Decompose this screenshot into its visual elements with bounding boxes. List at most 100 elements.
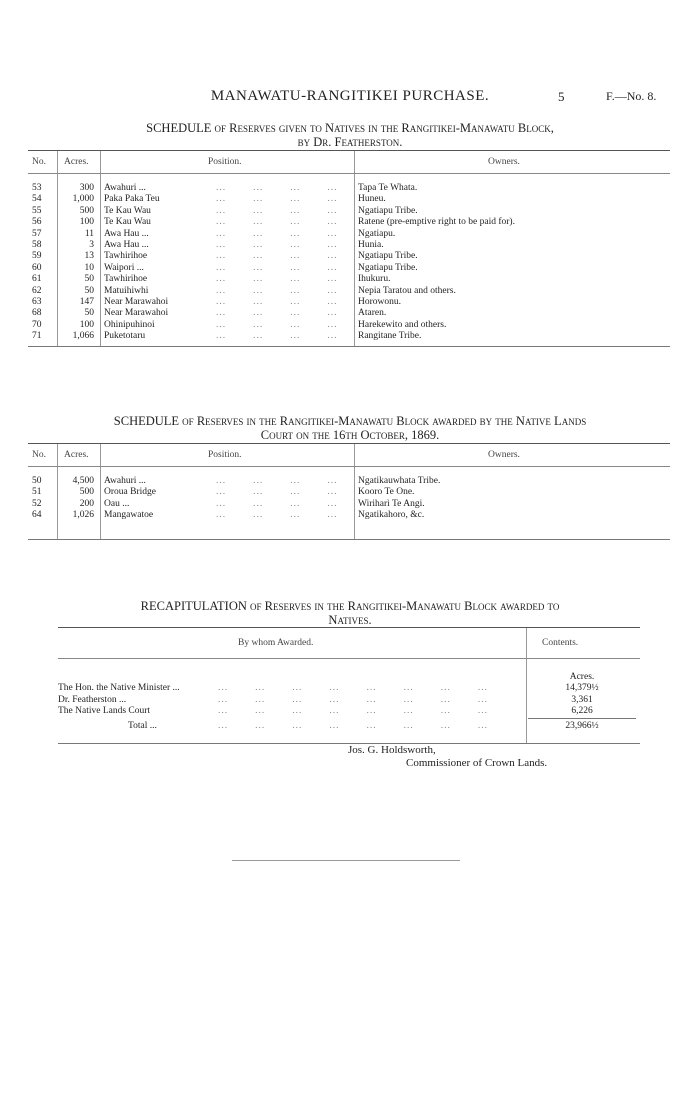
- row-number: 68: [32, 308, 42, 319]
- table-header: No. Acres. Position. Owners.: [28, 444, 670, 467]
- row-owners: Ngatiapu Tribe.: [358, 251, 418, 262]
- row-position: Oroua Bridge: [104, 487, 156, 498]
- leader-dots: [218, 695, 518, 706]
- row-position: Waipori ...: [104, 262, 144, 273]
- row-number: 54: [32, 194, 42, 205]
- table-row: 63 147 Near Marawahoi Horowonu.: [28, 297, 670, 308]
- column-header: Owners.: [488, 450, 520, 460]
- column-header: No.: [32, 157, 46, 167]
- column-header: Position.: [208, 450, 242, 460]
- row-acres: 500: [79, 487, 94, 498]
- row-contents: 14,379½: [565, 683, 599, 694]
- row-acres: 500: [79, 205, 94, 216]
- heading-line: SCHEDULE of Reserves given to Natives in…: [146, 121, 554, 135]
- leader-dots: [216, 499, 354, 510]
- row-position: Tawhirihoe: [104, 251, 148, 262]
- row-owners: Ngatiapu Tribe.: [358, 262, 418, 273]
- row-number: 60: [32, 262, 42, 273]
- column-header: Position.: [208, 157, 242, 167]
- total-label: Total ...: [128, 721, 157, 731]
- row-acres: 11: [84, 228, 94, 239]
- leader-dots: [216, 476, 354, 487]
- schedule2-table: No. Acres. Position. Owners. 50 4,500 Awah…: [28, 443, 670, 540]
- heading-line: Court on the 16th October, 1869.: [260, 428, 440, 442]
- table-header: No. Acres. Position. Owners.: [28, 151, 670, 174]
- row-number: 70: [32, 319, 42, 330]
- row-owners: Tapa Te Whata.: [358, 183, 418, 193]
- row-acres: 100: [79, 319, 94, 330]
- row-acres: 10: [84, 262, 95, 273]
- row-contents: 6,226: [571, 706, 593, 717]
- row-owners: Harekewito and others.: [358, 319, 447, 330]
- table-row: 70 100 Ohinipuhinoi Harekewito and others.: [28, 320, 670, 331]
- total-value: 23,966½: [565, 721, 599, 731]
- recapitulation-heading: RECAPITULATION of Reserves in the Rangit…: [0, 599, 700, 627]
- table-row: 56 100 Te Kau Wau Ratene (pre-emptive right…: [28, 217, 670, 228]
- row-acres: 300: [79, 183, 94, 193]
- table-row: 55 500 Te Kau Wau Ngatiapu Tribe.: [28, 206, 670, 217]
- table-row: 59 13 Tawhirihoe Ngatiapu Tribe.: [28, 251, 670, 262]
- recapitulation-table: By whom Awarded. Contents. Acres. The Ho…: [58, 627, 640, 744]
- row-owners: Ataren.: [358, 308, 387, 319]
- row-owners: Ngatikahoro, &c.: [358, 510, 425, 521]
- heading-line: by Dr. Featherston.: [297, 135, 403, 149]
- schedule2-heading: SCHEDULE of Reserves in the Rangitikei-M…: [0, 414, 700, 442]
- row-acres: 1,000: [72, 194, 94, 205]
- row-number: 57: [32, 228, 42, 239]
- leader-dots: [216, 251, 354, 262]
- row-number: 63: [32, 296, 42, 307]
- row-acres: 1,066: [72, 331, 94, 342]
- row-owners: Ngatiapu.: [358, 228, 396, 239]
- table-row: 54 1,000 Paka Paka Teu Huneu.: [28, 194, 670, 205]
- row-position: Tawhirihoe: [104, 274, 148, 285]
- row-acres: 1,026: [72, 510, 94, 521]
- column-header: Contents.: [542, 638, 579, 648]
- row-number: 51: [32, 487, 42, 498]
- row-owners: Ngatikauwhata Tribe.: [358, 476, 441, 486]
- leader-dots: [216, 286, 354, 297]
- row-number: 71: [32, 331, 42, 342]
- row-position: Awa Hau ...: [104, 228, 149, 239]
- column-header: Acres.: [64, 450, 89, 460]
- table-row: 61 50 Tawhirihoe Ihukuru.: [28, 274, 670, 285]
- leader-dots: [218, 706, 518, 717]
- heading-line: SCHEDULE of Reserves in the Rangitikei-M…: [113, 414, 587, 428]
- table-row: The Hon. the Native Minister ... 14,379½: [58, 683, 640, 694]
- row-acres: 147: [79, 296, 94, 307]
- leader-dots: [216, 331, 354, 342]
- row-owners: Huneu.: [358, 194, 386, 205]
- heading-line: RECAPITULATION of Reserves in the Rangit…: [140, 599, 560, 613]
- row-position: Awa Hau ...: [104, 239, 149, 250]
- row-owners: Nepia Taratou and others.: [358, 285, 456, 296]
- row-position: Puketotaru: [104, 331, 146, 342]
- row-owners: Ngatiapu Tribe.: [358, 205, 418, 216]
- leader-dots: [216, 263, 354, 274]
- unit-label: Acres.: [569, 672, 595, 682]
- row-awarded-by: Dr. Featherston ...: [58, 694, 127, 705]
- page-number: 5: [558, 89, 565, 104]
- row-awarded-by: The Native Lands Court: [58, 706, 151, 717]
- row-position: Te Kau Wau: [104, 205, 151, 216]
- row-position: Paka Paka Teu: [104, 194, 160, 205]
- leader-dots: [216, 274, 354, 285]
- leader-dots: [216, 240, 354, 251]
- table-row: 50 4,500 Awahuri ... Ngatikauwhata Tribe.: [28, 476, 670, 487]
- row-owners: Rangitane Tribe.: [358, 331, 422, 342]
- divider-rule: [232, 860, 460, 861]
- signature-name: Jos. G. Holdsworth,: [348, 744, 436, 756]
- row-position: Ohinipuhinoi: [104, 319, 155, 330]
- column-header: Acres.: [64, 157, 89, 167]
- table-row: 57 11 Awa Hau ... Ngatiapu.: [28, 229, 670, 240]
- row-number: 56: [32, 217, 42, 228]
- column-header: Owners.: [488, 157, 520, 167]
- row-number: 64: [32, 510, 42, 521]
- row-number: 50: [32, 476, 42, 486]
- leader-dots: [216, 183, 354, 194]
- table-row: The Native Lands Court 6,226: [58, 706, 640, 717]
- row-acres: 4,500: [72, 476, 94, 486]
- total-row: Total ... 23,966½: [58, 721, 640, 732]
- row-owners: Horowonu.: [358, 296, 402, 307]
- table-row: 52 200 Oau ... Wiriharì Te Angi.: [28, 499, 670, 510]
- row-owners: Kooro Te One.: [358, 487, 415, 498]
- row-acres: 50: [84, 308, 95, 319]
